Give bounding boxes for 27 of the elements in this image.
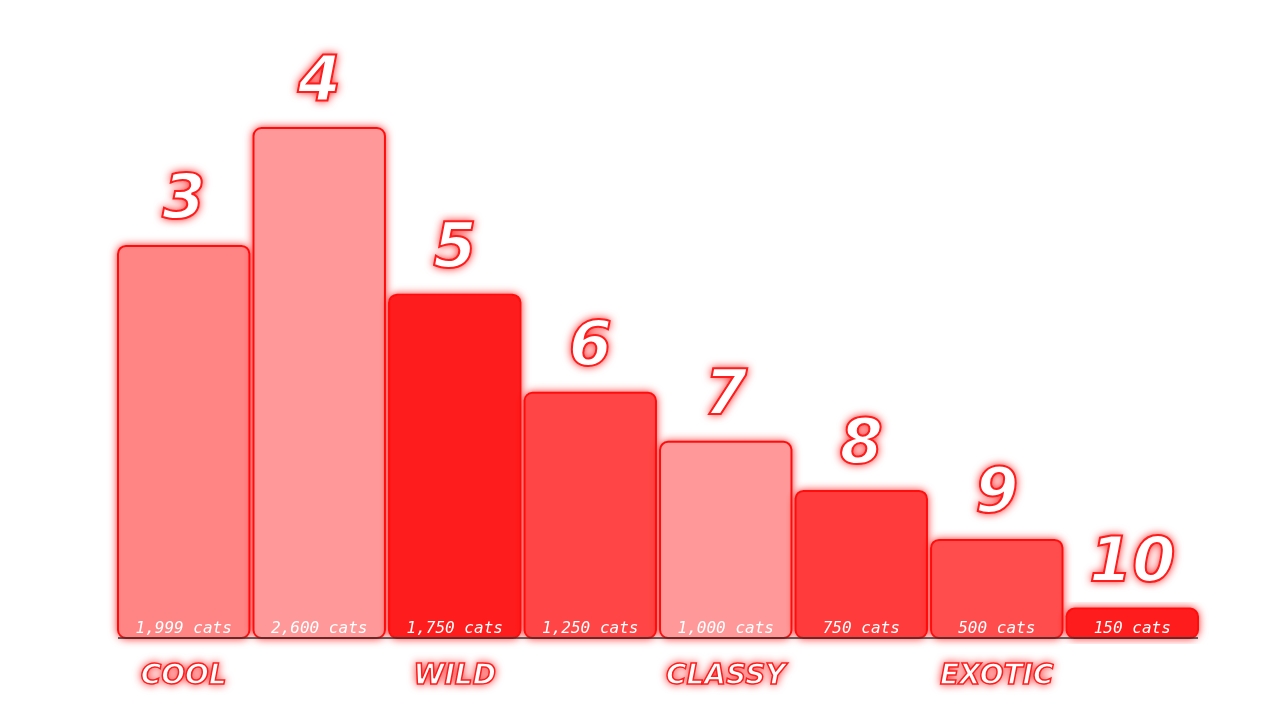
x-tick-label: 10 [1089,522,1176,596]
x-tick-label: 5 [433,208,477,282]
x-tick-label: 8 [839,404,883,478]
annotation: COOL [140,658,227,691]
bar [794,489,928,639]
x-tick-label: 4 [296,42,341,115]
data-label: 150 cats [1093,618,1171,637]
data-label: 1,750 cats [406,618,503,637]
x-tick-label: 3 [162,159,206,233]
annotation: CLASSY [665,658,789,691]
data-label: 1,250 cats [542,618,639,637]
bar [523,391,657,639]
x-tick-label: 6 [568,306,612,380]
annotation: EXOTIC [939,658,1055,691]
annotation: WILD [413,658,496,691]
data-label: 2,600 cats [271,618,368,637]
bar [252,127,386,639]
data-label: 500 cats [958,618,1036,637]
data-label: 1,000 cats [677,618,774,637]
data-label: 750 cats [822,618,900,637]
data-label: 1,999 cats [135,618,232,637]
bar [117,244,251,639]
x-tick-label: 7 [704,355,749,429]
bar [930,538,1064,639]
bar [659,440,793,639]
x-tick-label: 9 [975,453,1019,527]
bar [388,293,522,639]
